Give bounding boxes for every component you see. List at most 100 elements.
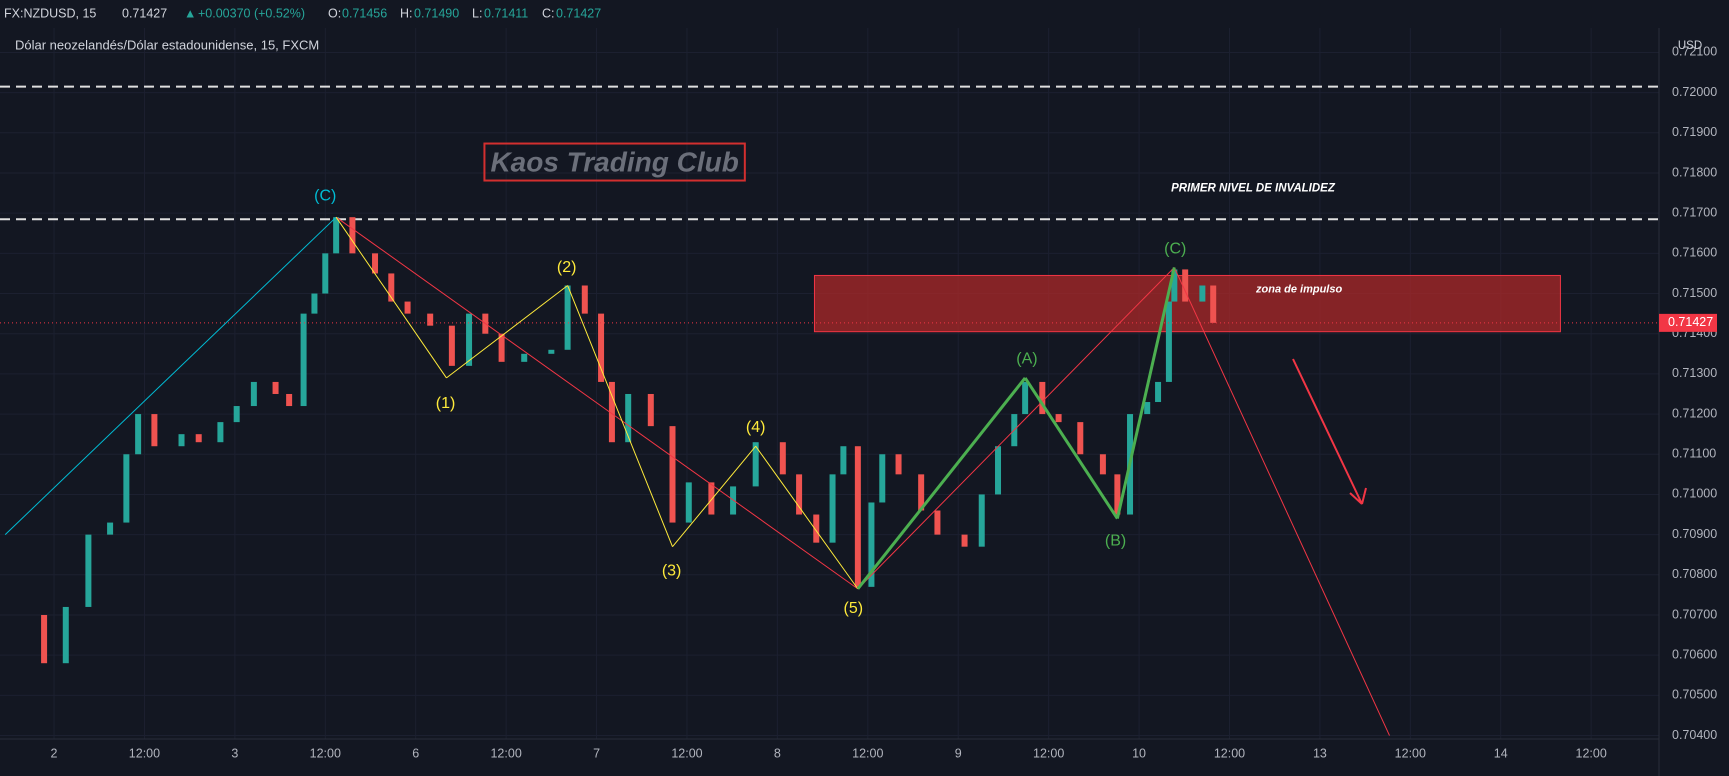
candle — [813, 514, 820, 543]
candle — [300, 313, 307, 407]
header-field: 0.71427 — [556, 6, 601, 20]
watermark-box — [483, 142, 746, 182]
price-tick-label: 0.71100 — [1672, 447, 1716, 461]
wave-label: (C) — [1164, 241, 1186, 258]
candle — [404, 301, 411, 314]
header-field: 0.71411 — [484, 6, 528, 20]
time-tick-label: 12:00 — [129, 746, 160, 760]
wave-label: (3) — [662, 562, 682, 579]
time-tick-label: 12:00 — [671, 746, 702, 760]
time-tick-label: 12:00 — [1214, 746, 1245, 760]
time-tick-label: 12:00 — [1395, 746, 1426, 760]
price-tick-label: 0.71700 — [1672, 205, 1717, 219]
candle — [685, 482, 692, 523]
legend: Dólar neozelandés/Dólar estadounidense, … — [15, 37, 319, 52]
wave-line — [857, 267, 1175, 590]
candle — [135, 414, 142, 455]
candle — [1022, 381, 1029, 415]
candle — [250, 381, 257, 407]
candle — [349, 217, 356, 254]
candle — [840, 446, 847, 475]
price-tick-label: 0.72000 — [1672, 85, 1717, 99]
candle — [868, 502, 875, 587]
candle — [427, 313, 434, 326]
wave-line — [856, 376, 1027, 590]
time-tick-label: 12:00 — [1576, 746, 1607, 760]
candle — [669, 426, 676, 523]
candle — [498, 333, 505, 362]
candle — [1144, 402, 1151, 415]
wave-line — [4, 216, 337, 535]
candle — [1171, 269, 1178, 302]
header-field: 0.71490 — [414, 6, 459, 20]
candle — [895, 454, 902, 475]
time-tick-label: 12:00 — [490, 746, 521, 760]
candle — [107, 522, 114, 535]
time-tick-label: 10 — [1132, 746, 1146, 760]
candle — [1077, 422, 1084, 455]
down-arrow — [1292, 358, 1367, 505]
candle — [779, 442, 786, 475]
candle — [934, 510, 941, 535]
candle — [647, 393, 654, 427]
price-tick-label: 0.70400 — [1672, 728, 1717, 742]
candle — [608, 381, 615, 443]
wave-line — [1115, 267, 1176, 519]
candle — [311, 293, 318, 314]
header-field: ▲ — [184, 6, 196, 20]
candle — [322, 253, 329, 294]
candle — [62, 606, 69, 664]
zone-label: zona de impulso — [1255, 283, 1342, 295]
candle — [448, 325, 455, 366]
price-tick-label: 0.70700 — [1672, 607, 1717, 621]
wave-label: (1) — [436, 395, 456, 412]
wave-line — [335, 216, 859, 590]
candle — [466, 313, 473, 366]
time-tick-label: 9 — [955, 746, 962, 760]
time-tick-label: 13 — [1313, 746, 1327, 760]
wave-label: (5) — [844, 600, 864, 617]
wave-line — [446, 285, 568, 379]
candle — [918, 474, 925, 511]
wave-label: (C) — [314, 188, 336, 205]
candle — [978, 494, 985, 547]
wave-line — [672, 445, 757, 547]
price-tick-label: 0.70800 — [1672, 567, 1717, 581]
time-tick-label: 12:00 — [1033, 746, 1064, 760]
price-tick-label: 0.71500 — [1672, 286, 1717, 300]
currency[interactable]: USD — [1678, 40, 1702, 52]
time-tick-label: 6 — [412, 746, 419, 760]
candle — [625, 393, 632, 443]
header-field: O: — [328, 6, 341, 20]
price-tick-label: 0.71800 — [1672, 165, 1717, 179]
header-field: L: — [472, 6, 482, 20]
watermark: Kaos Trading Club — [490, 147, 738, 178]
last-price-label: 0.71427 — [1668, 315, 1713, 329]
candle — [41, 614, 48, 664]
time-tick-label: 14 — [1494, 746, 1508, 760]
candle — [1055, 414, 1062, 423]
header-field: H: — [400, 6, 413, 20]
candle — [217, 422, 224, 443]
candle — [1114, 474, 1121, 515]
price-tick-label: 0.71900 — [1672, 125, 1717, 139]
header-field: C: — [542, 6, 555, 20]
header-field: 0.71456 — [342, 6, 387, 20]
candle — [286, 393, 293, 407]
wave-line — [567, 285, 673, 547]
candle — [85, 534, 92, 607]
candle — [1155, 381, 1162, 403]
last-price-badge — [1659, 313, 1717, 332]
candle — [1039, 381, 1046, 415]
candle — [151, 414, 158, 447]
candle — [752, 442, 759, 487]
candle — [708, 482, 715, 515]
candle — [178, 434, 185, 447]
candle — [388, 273, 395, 302]
candle — [195, 434, 202, 443]
header-field: 0.71427 — [122, 6, 167, 20]
price-tick-label: 0.71000 — [1672, 487, 1717, 501]
candle — [123, 454, 130, 523]
